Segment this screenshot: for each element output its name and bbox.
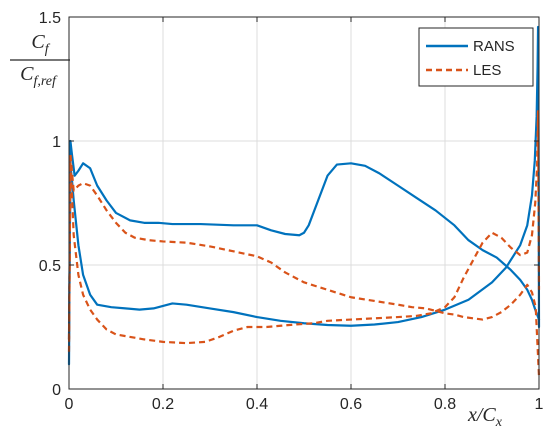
x-tick-label: 0.8 [434,396,456,413]
x-axis-label: x/Cx [462,396,532,430]
y-axis-label: Cf Cf,ref [10,31,70,89]
x-tick-label: 1 [535,396,544,413]
axis-ticks: 0 0.2 0.4 0.6 0.8 1 0 0.5 1 1.5 [39,10,544,413]
svg-text:Cf: Cf [31,31,50,57]
x-tick-label: 0.4 [246,396,268,413]
y-tick-label: 1 [52,134,61,151]
series-line-rans-lower [67,25,541,341]
series-line-les-upper [67,152,541,377]
y-tick-label: 0 [52,382,61,399]
series-line-les-lower [67,110,541,345]
legend-box [418,27,534,87]
series-layer [67,25,541,377]
y-tick-label: 0.5 [39,258,61,275]
x-tick-label: 0.2 [152,396,174,413]
y-tick-label: 1.5 [39,10,61,27]
legend-label-rans: RANS [473,38,515,55]
svg-text:Cf,ref: Cf,ref [20,63,58,89]
x-tick-label: 0.6 [340,396,362,413]
x-tick-label: 0 [65,396,74,413]
plot-frame [68,16,540,390]
legend: RANS LES [418,27,534,87]
legend-label-les: LES [473,62,501,79]
series-line-rans-upper [67,139,541,366]
